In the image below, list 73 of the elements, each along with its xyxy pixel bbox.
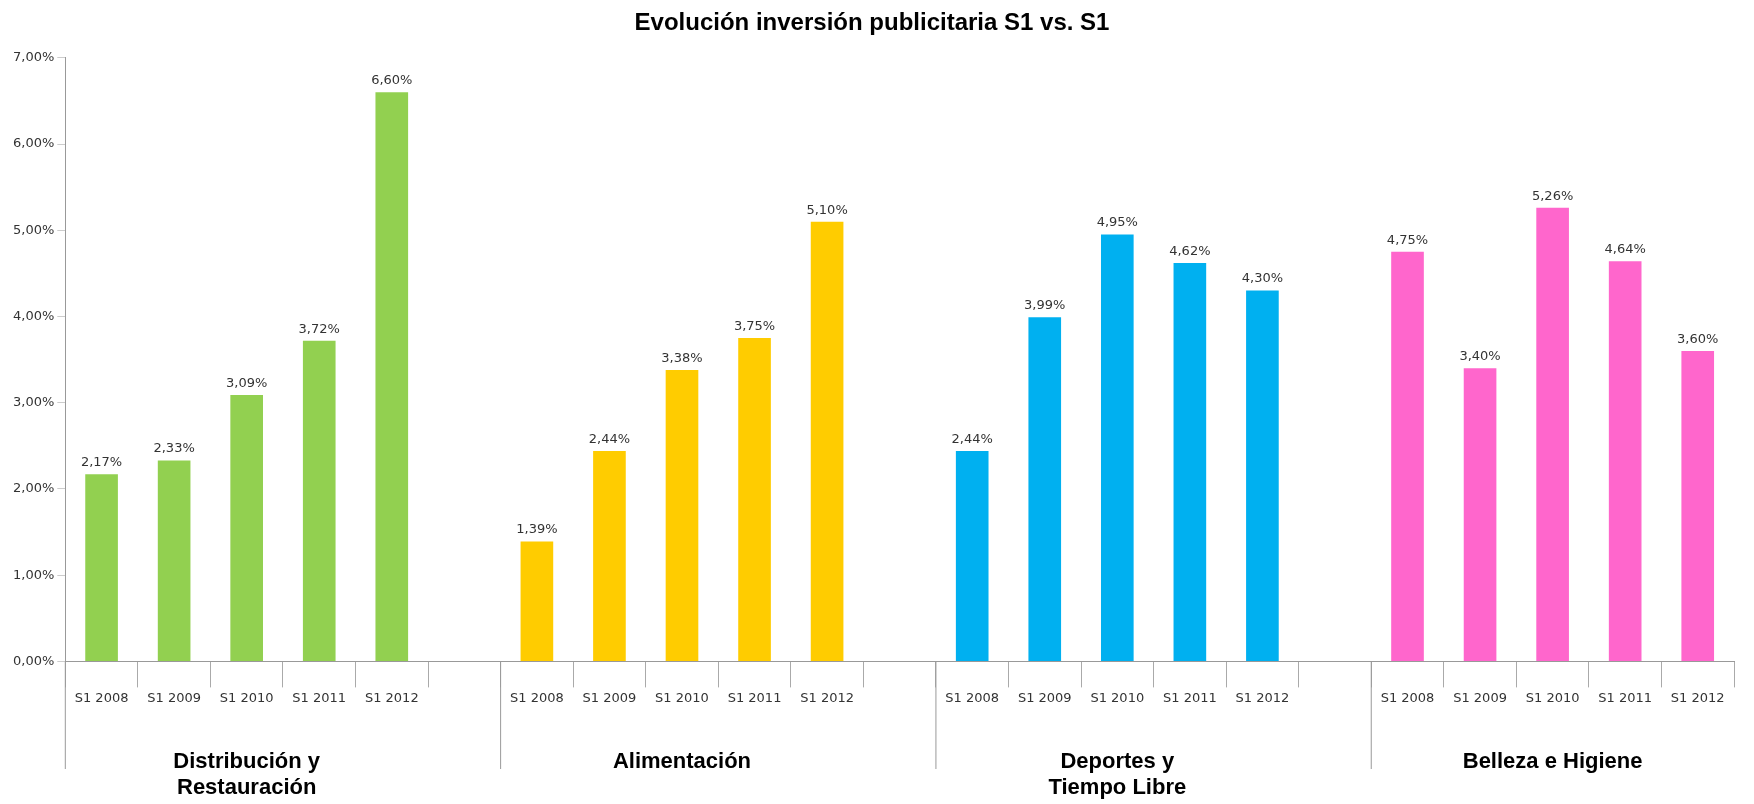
data-label: 3,40% [1459,348,1501,364]
x-tick-label: S1 2008 [74,689,129,705]
data-label: 6,60% [371,72,413,88]
bar [375,92,409,661]
data-label: 4,30% [1241,270,1284,286]
bar [955,451,989,661]
bar [157,460,191,661]
x-tick-label: S1 2009 [147,689,201,705]
data-label: 1,39% [516,521,558,537]
x-tick-label: S1 2012 [364,689,419,705]
data-label: 4,64% [1604,241,1646,257]
text: Distribución y Restauración [173,748,321,800]
y-tick-label: 1,00% [12,566,55,582]
x-tick-label: S1 2011 [292,689,347,705]
data-label: 2,44% [588,430,631,446]
x-tick-label: S1 2011 [1162,689,1217,705]
x-tick-label: S1 2012 [800,689,854,705]
y-tick-label: 5,00% [12,221,55,237]
bar [1681,350,1715,661]
x-tick-label: S1 2010 [1090,689,1145,705]
x-tick-label: S1 2011 [1598,689,1653,705]
x-tick-label: S1 2008 [945,689,1000,705]
data-label: 3,99% [1024,297,1066,313]
bar [1608,261,1642,661]
bar [85,474,118,661]
bar [302,340,336,661]
data-label: 3,60% [1677,330,1719,346]
bar [738,338,771,661]
x-tick-label: S1 2010 [219,689,274,705]
data-label: 4,95% [1096,214,1138,230]
x-tick-label: S1 2012 [1235,689,1290,705]
bar [1463,368,1497,661]
data-label: 3,75% [733,317,776,333]
bar [1246,290,1279,661]
x-tick-label: S1 2011 [727,689,782,705]
bar [665,369,699,661]
data-label: 4,62% [1169,242,1211,258]
data-label: 2,44% [951,430,993,446]
bar [1100,234,1134,661]
y-tick-label: 6,00% [12,135,55,151]
text: Alimentación [612,748,752,774]
x-tick-label: S1 2008 [1380,689,1435,705]
x-tick-label: S1 2010 [655,689,709,705]
bar [593,451,626,661]
bar [1536,207,1569,661]
x-tick-label: S1 2009 [1017,689,1072,705]
text: Deportes y Tiempo Libre [1048,748,1187,800]
data-label: 3,38% [661,349,703,365]
y-tick-label: 0,00% [12,652,55,668]
x-tick-label: S1 2009 [1453,689,1507,705]
x-tick-label: S1 2012 [1670,689,1725,705]
data-label: 2,17% [80,454,123,470]
y-tick-label: 2,00% [12,480,55,496]
bar [1028,317,1062,661]
data-label: 4,75% [1386,231,1429,247]
y-tick-label: 3,00% [12,394,55,410]
bar [810,221,844,661]
data-label: 3,09% [226,374,268,390]
bar [1173,263,1207,661]
x-tick-label: S1 2010 [1525,689,1580,705]
text: Belleza e Higiene [1462,748,1643,774]
data-label: 5,10% [806,201,848,217]
bar [1391,251,1424,661]
bar [230,394,263,661]
data-label: 5,26% [1531,187,1574,203]
x-tick-label: S1 2009 [582,689,637,705]
x-tick-label: S1 2008 [510,689,564,705]
data-label: 2,33% [153,440,195,456]
bar [520,541,554,661]
chart-title: Evolución inversión publicitaria S1 vs. S1 [634,8,1110,36]
data-label: 3,72% [298,320,340,336]
y-tick-label: 4,00% [12,307,55,323]
y-tick-label: 7,00% [12,49,55,65]
